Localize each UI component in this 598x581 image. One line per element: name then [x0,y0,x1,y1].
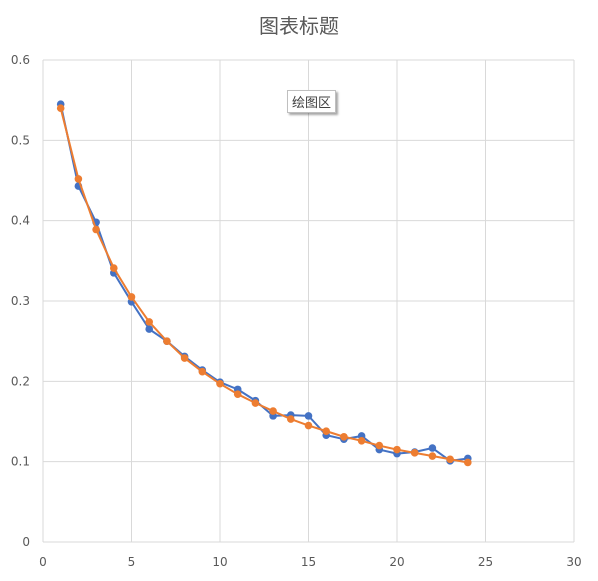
x-tick-label: 5 [128,555,136,569]
series-layer [56,100,472,467]
x-tick-label: 15 [301,555,316,569]
data-point [180,354,189,362]
data-point [145,318,153,326]
data-point [304,421,313,430]
y-tick-label: 0 [22,535,30,549]
y-tick-label: 0.1 [11,455,30,469]
data-point [145,325,153,333]
data-point [340,432,348,441]
data-point [269,407,277,415]
data-point [428,452,437,460]
y-tick-label: 0.4 [11,214,30,228]
data-point [375,441,384,450]
x-tick-label: 0 [39,555,47,569]
x-tick-label: 20 [389,555,404,569]
x-tick-label: 30 [566,555,581,569]
y-tick-label: 0.2 [11,374,30,388]
axis-layer: 0 5 10 15 20 25 30 0 0.1 0.2 0.3 0.4 0.5 0.6 [11,53,582,569]
data-point [357,436,366,445]
data-point [393,445,401,454]
data-point [410,449,419,457]
data-point [233,390,242,398]
plot-area-tag: 绘图区 [287,90,337,113]
data-point [464,458,472,467]
x-tick-label: 10 [212,555,227,569]
data-point [110,264,118,272]
chart-title: 图表标题 [259,14,339,38]
y-tick-label: 0.5 [11,133,30,147]
y-tick-label: 0.6 [11,53,30,67]
data-point [92,225,100,234]
data-point [287,415,295,423]
data-point [428,444,437,452]
x-tick-label: 25 [478,555,493,569]
series-2 [56,104,472,467]
data-point [163,337,171,345]
data-point [322,427,331,435]
data-point [304,412,313,420]
data-point [251,399,260,407]
y-tick-label: 0.3 [11,294,30,308]
data-point [127,293,136,301]
data-point [446,455,454,464]
data-point [74,175,83,183]
data-point [216,379,224,388]
data-point [198,367,207,376]
grid-layer [42,59,575,543]
data-point [56,104,65,112]
series-1 [56,100,472,465]
